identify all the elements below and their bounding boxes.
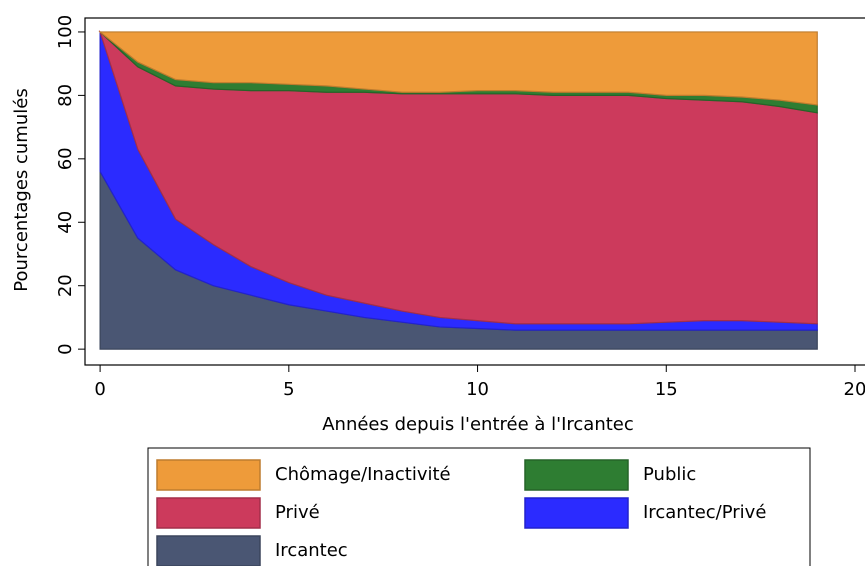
x-tick-label: 20 xyxy=(844,379,865,400)
legend-swatch xyxy=(524,459,629,491)
y-tick-label: 60 xyxy=(55,147,76,170)
x-tick-label: 5 xyxy=(283,379,294,400)
area xyxy=(98,31,818,106)
legend-label: Ircantec xyxy=(275,540,348,561)
legend-swatch xyxy=(156,535,261,566)
x-axis-label: Années depuis l'entrée à l'Ircantec xyxy=(322,414,634,435)
x-tick-label: 15 xyxy=(655,379,678,400)
y-tick-label: 0 xyxy=(55,343,76,354)
y-tick-label: 20 xyxy=(55,274,76,297)
legend-label: Privé xyxy=(275,502,320,523)
x-tick-label: 10 xyxy=(466,379,489,400)
legend-swatch xyxy=(156,497,261,529)
legend-label: Chômage/Inactivité xyxy=(275,464,451,485)
legend-label: Ircantec/Privé xyxy=(643,502,766,523)
legend-swatch xyxy=(524,497,629,529)
y-tick-label: 40 xyxy=(55,211,76,234)
plot-frame xyxy=(84,17,865,366)
y-tick-label: 80 xyxy=(55,84,76,107)
legend-swatch xyxy=(156,459,261,491)
y-axis-label: Pourcentages cumulés xyxy=(11,88,32,291)
x-tick-label: 0 xyxy=(94,379,105,400)
legend-label: Public xyxy=(643,464,696,485)
y-tick-label: 100 xyxy=(55,15,76,49)
